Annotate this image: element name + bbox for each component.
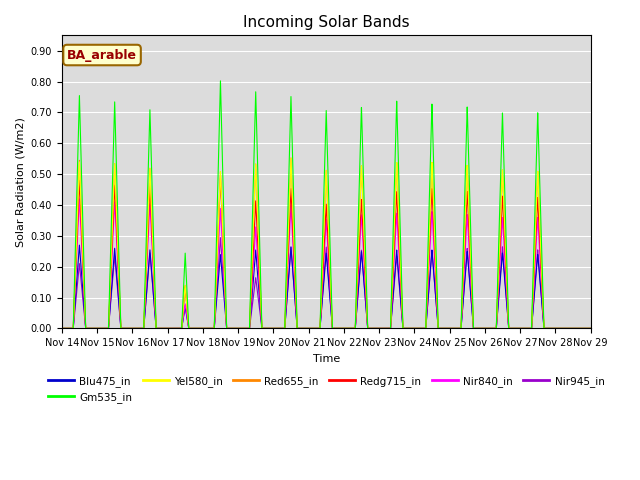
Nir840_in [86,325,94,331]
Nir945_in [622,325,630,331]
Redg715_in [216,175,224,180]
Redg715_in [476,325,484,331]
Red655_in [86,325,94,331]
Redg715_in [506,325,514,331]
Gm535_in [86,325,94,331]
Nir840_in [417,325,424,331]
Gm535_in [622,325,630,331]
Gm535_in [417,325,424,331]
Nir840_in [506,325,514,331]
Red655_in [622,325,630,331]
X-axis label: Time: Time [312,354,340,364]
Nir840_in [262,325,270,331]
Redg715_in [58,325,66,331]
Nir840_in [392,230,399,236]
Line: Red655_in: Red655_in [62,158,626,328]
Line: Yel580_in: Yel580_in [62,158,626,328]
Nir945_in [86,325,94,331]
Gm535_in [262,325,270,331]
Line: Nir840_in: Nir840_in [62,199,626,328]
Text: BA_arable: BA_arable [67,48,137,61]
Blu475_in [58,325,66,331]
Red655_in [287,155,295,161]
Gm535_in [58,325,66,331]
Yel580_in [58,325,66,331]
Redg715_in [417,325,424,331]
Gm535_in [216,78,224,84]
Yel580_in [392,188,399,194]
Red655_in [476,325,484,331]
Blu475_in [622,325,630,331]
Red655_in [58,325,66,331]
Yel580_in [476,325,484,331]
Nir840_in [476,325,484,331]
Nir840_in [58,325,66,331]
Nir945_in [392,266,399,272]
Title: Incoming Solar Bands: Incoming Solar Bands [243,15,410,30]
Blu475_in [76,242,83,248]
Legend: Blu475_in, Gm535_in, Yel580_in, Red655_in, Redg715_in, Nir840_in, Nir945_in: Blu475_in, Gm535_in, Yel580_in, Red655_i… [44,372,609,407]
Gm535_in [506,325,514,331]
Nir945_in [216,235,224,240]
Line: Blu475_in: Blu475_in [62,245,626,328]
Gm535_in [476,325,484,331]
Nir840_in [622,325,630,331]
Blu475_in [476,325,484,331]
Blu475_in [417,325,424,331]
Redg715_in [86,325,94,331]
Nir945_in [476,325,484,331]
Blu475_in [392,261,399,266]
Yel580_in [506,325,514,331]
Red655_in [506,325,514,331]
Nir945_in [506,325,514,331]
Blu475_in [506,325,514,331]
Red655_in [392,188,399,194]
Yel580_in [417,325,424,331]
Blu475_in [86,325,94,331]
Line: Redg715_in: Redg715_in [62,178,626,328]
Nir945_in [417,325,424,331]
Nir945_in [262,325,270,331]
Y-axis label: Solar Radiation (W/m2): Solar Radiation (W/m2) [15,117,25,247]
Line: Gm535_in: Gm535_in [62,81,626,328]
Red655_in [262,325,270,331]
Redg715_in [392,213,399,218]
Yel580_in [86,325,94,331]
Yel580_in [287,155,295,161]
Yel580_in [262,325,270,331]
Nir945_in [58,325,66,331]
Blu475_in [262,325,270,331]
Line: Nir945_in: Nir945_in [62,238,626,328]
Red655_in [417,325,424,331]
Redg715_in [622,325,630,331]
Yel580_in [622,325,630,331]
Gm535_in [392,137,399,143]
Redg715_in [262,325,270,331]
Nir840_in [76,196,83,202]
